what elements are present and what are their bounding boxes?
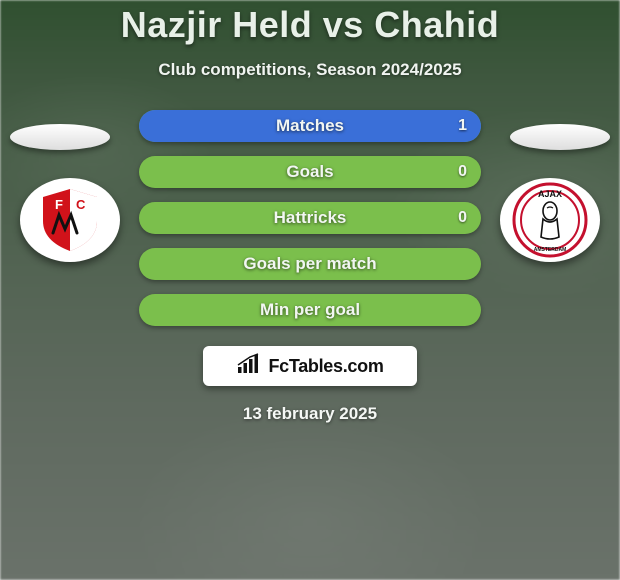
player-marker-left [10, 124, 110, 150]
stat-row: Goals0 [139, 156, 481, 188]
club-badge-left: F C [20, 178, 120, 262]
stat-label: Hattricks [139, 208, 481, 228]
brand-text: FcTables.com [268, 356, 383, 377]
stat-value-right: 1 [458, 117, 467, 135]
stat-row: Min per goal [139, 294, 481, 326]
brand-box: FcTables.com [203, 346, 417, 386]
stat-label: Matches [139, 116, 481, 136]
page-title: Nazjir Held vs Chahid [0, 4, 620, 46]
ajax-badge-icon: AJAX AMSTERDAM [511, 181, 589, 259]
stat-value-right: 0 [458, 163, 467, 181]
subtitle: Club competitions, Season 2024/2025 [0, 60, 620, 80]
svg-text:C: C [76, 197, 86, 212]
footer-date: 13 february 2025 [0, 404, 620, 424]
stat-row: Goals per match [139, 248, 481, 280]
stat-label: Min per goal [139, 300, 481, 320]
club-badge-right: AJAX AMSTERDAM [500, 178, 600, 262]
stat-row: Hattricks0 [139, 202, 481, 234]
utrecht-badge-icon: F C [35, 185, 105, 255]
brand-chart-icon [236, 353, 262, 380]
stat-label: Goals per match [139, 254, 481, 274]
stat-label: Goals [139, 162, 481, 182]
svg-text:AJAX: AJAX [538, 189, 562, 199]
stat-row: Matches1 [139, 110, 481, 142]
player-marker-right [510, 124, 610, 150]
stat-value-right: 0 [458, 209, 467, 227]
svg-text:AMSTERDAM: AMSTERDAM [534, 247, 567, 253]
svg-text:F: F [55, 197, 63, 212]
